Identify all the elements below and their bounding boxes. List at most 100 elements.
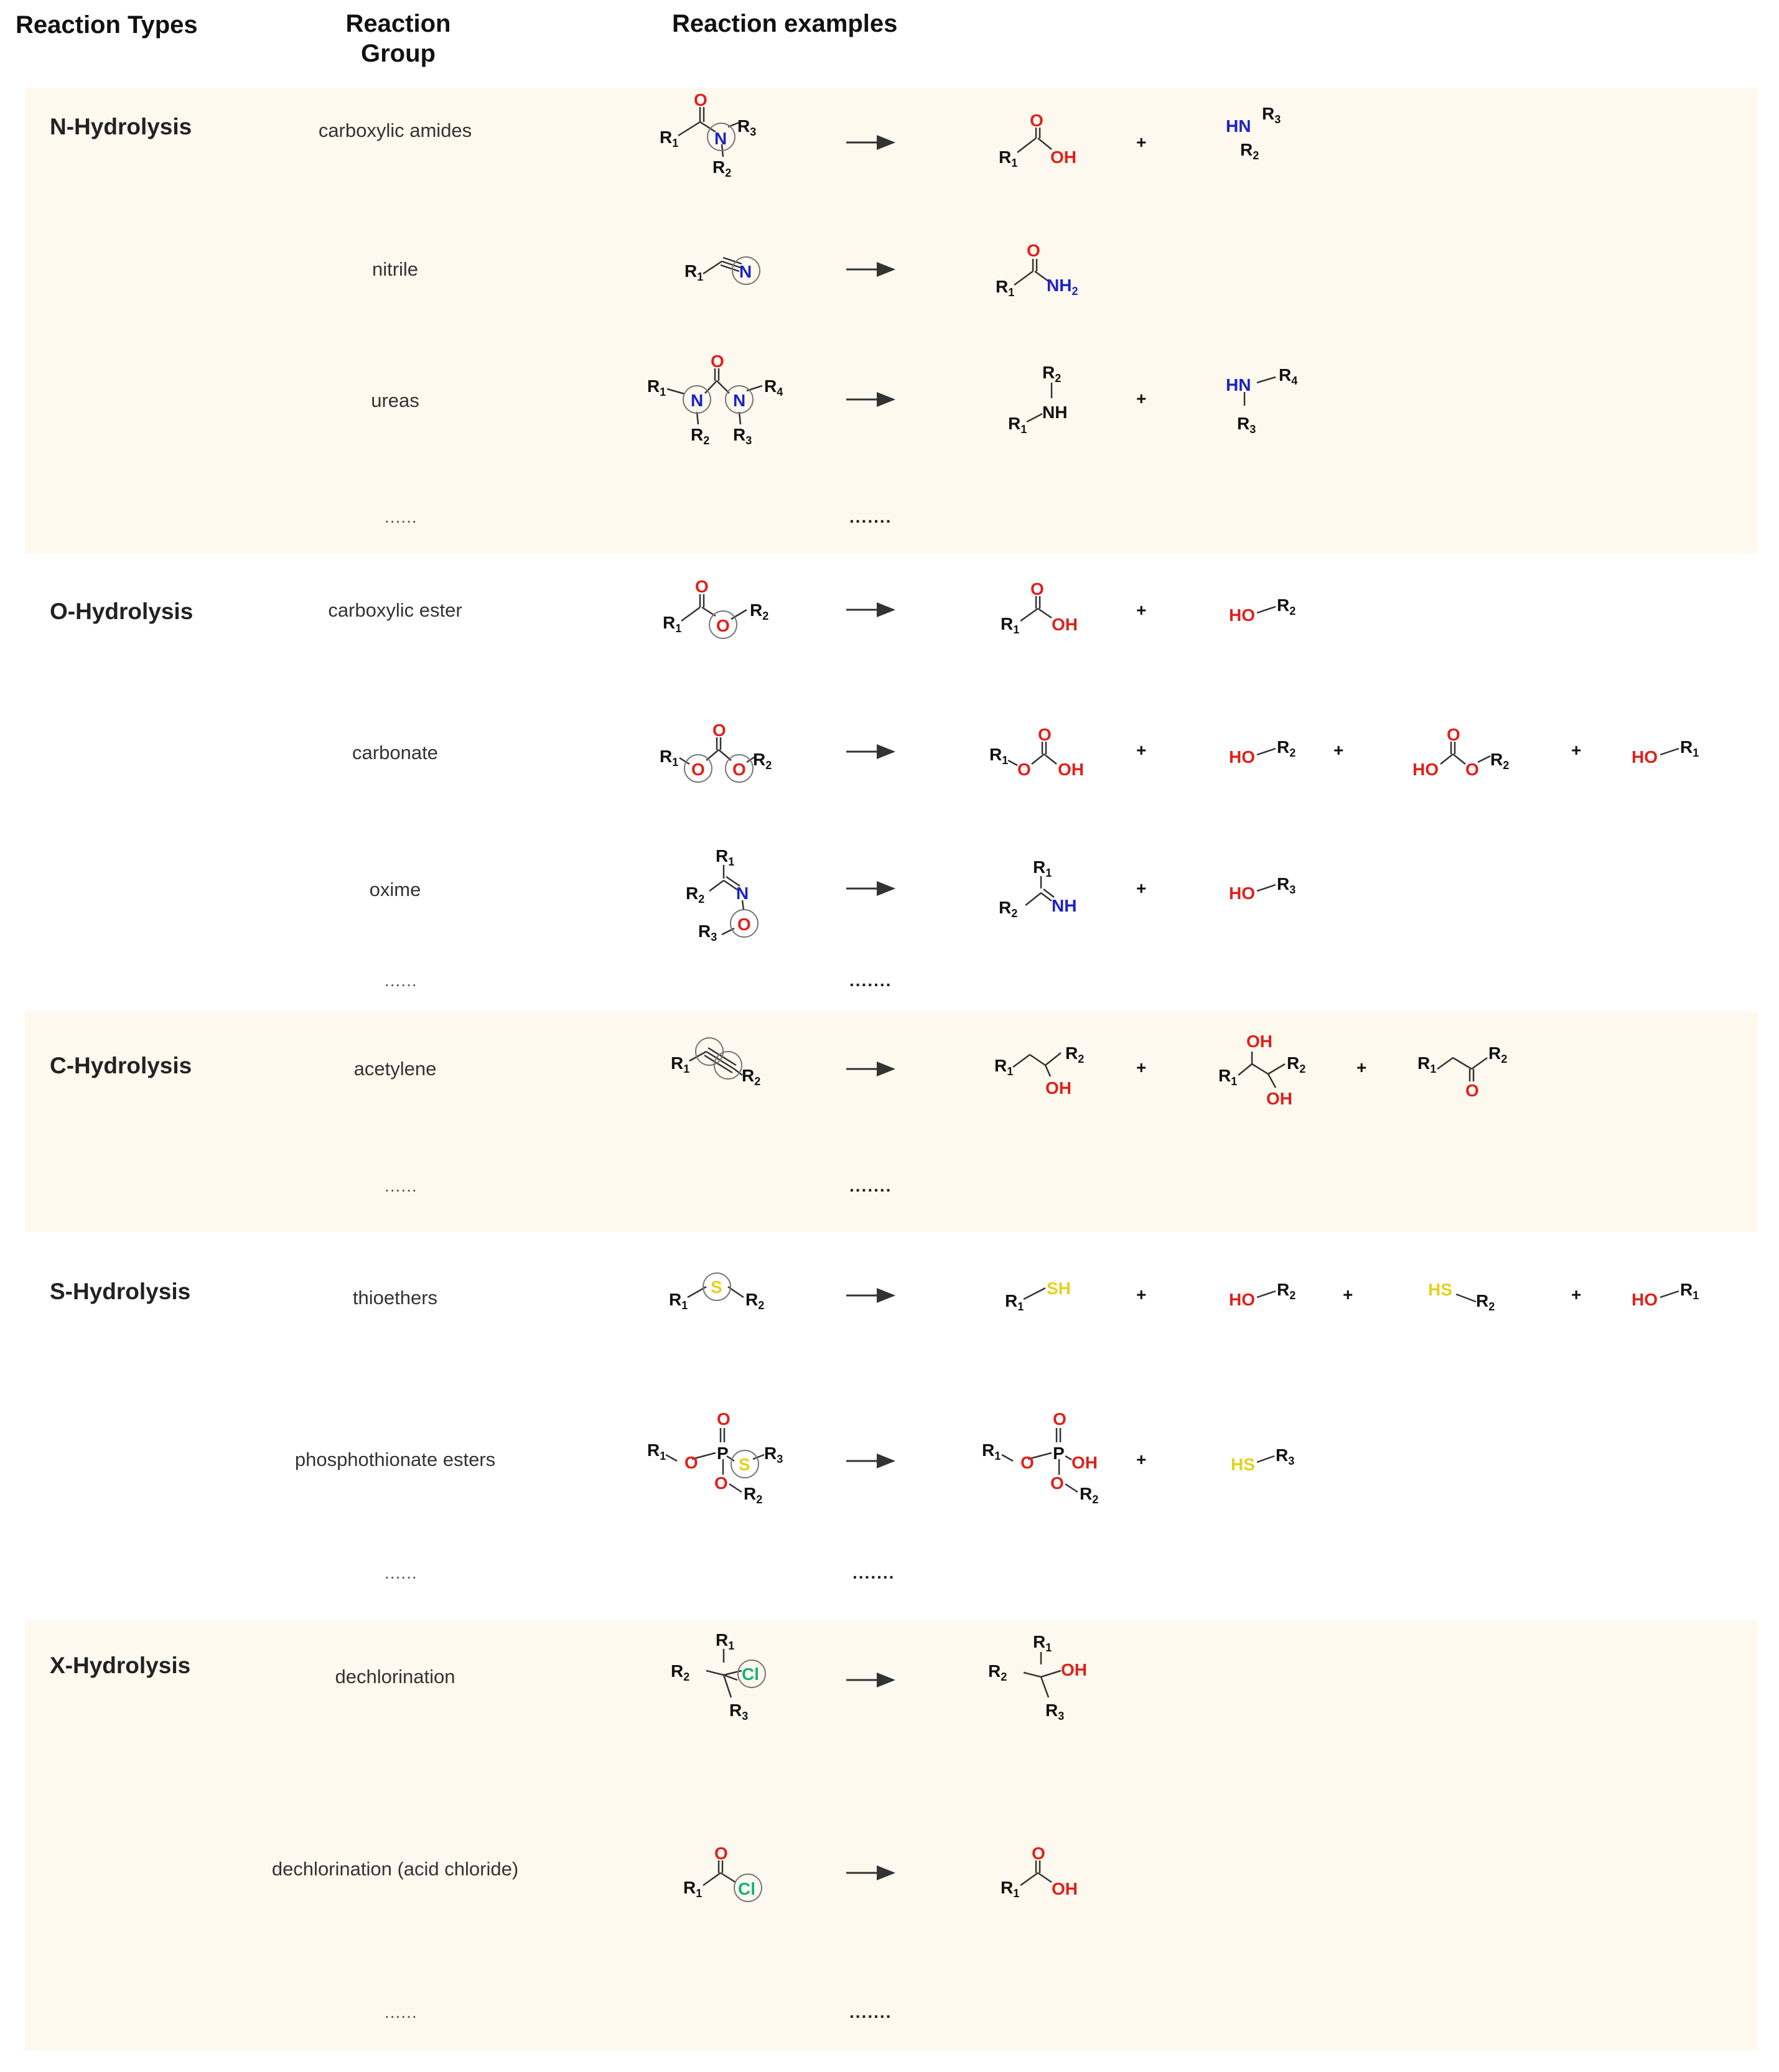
header-reaction-types: Reaction Types — [16, 11, 198, 39]
svg-text:R2: R2 — [1277, 1280, 1296, 1302]
rxn-carbonate-reactant: R1 O O O R2 — [660, 721, 772, 783]
svg-text:S: S — [711, 1277, 722, 1297]
svg-text:R3: R3 — [1237, 414, 1256, 436]
svg-text:R1: R1 — [1001, 1878, 1019, 1900]
rxn-phosphothionate-reactant: R1 O O P S R3 O R2 — [647, 1409, 783, 1506]
svg-text:R1: R1 — [660, 747, 678, 768]
svg-text:R1: R1 — [647, 1440, 666, 1462]
svg-text:N: N — [739, 262, 752, 281]
header-reaction-group-line1: Reaction — [345, 10, 451, 37]
svg-text:O: O — [711, 352, 724, 371]
svg-text:R2: R2 — [671, 1661, 689, 1683]
c-hydrolysis-band — [25, 1011, 1758, 1232]
svg-text:NH: NH — [1042, 403, 1067, 422]
svg-text:O: O — [1030, 111, 1044, 130]
svg-text:R2: R2 — [1488, 1043, 1507, 1065]
svg-text:R4: R4 — [1279, 365, 1297, 387]
svg-text:R2: R2 — [686, 884, 704, 905]
svg-text:N: N — [714, 129, 727, 148]
svg-text:O: O — [684, 1453, 698, 1472]
group-ureas: ureas — [371, 390, 419, 411]
plus-sign: + — [1136, 740, 1146, 760]
rxn-oxime-product-alcohol: HO R3 — [1229, 874, 1296, 903]
rxn-acetylene-product-alcohol: R1 R2 OH — [994, 1043, 1084, 1098]
rxn-urea-product-amine-1: R2 NH R1 — [1008, 363, 1067, 436]
svg-text:R2: R2 — [712, 157, 731, 179]
svg-text:O: O — [737, 915, 751, 934]
example-ellipsis-s: ....... — [852, 1563, 895, 1582]
svg-text:R3: R3 — [1276, 1445, 1294, 1467]
svg-text:R2: R2 — [1277, 595, 1296, 617]
svg-text:R2: R2 — [1042, 363, 1061, 385]
svg-text:R2: R2 — [750, 600, 768, 622]
svg-text:O: O — [1027, 241, 1040, 260]
svg-text:HO: HO — [1229, 747, 1255, 767]
svg-text:N: N — [733, 391, 745, 410]
svg-text:R2: R2 — [1476, 1291, 1495, 1313]
svg-text:Cl: Cl — [738, 1879, 755, 1898]
group-ellipsis-o: ...... — [385, 971, 418, 990]
plus-sign: + — [1136, 389, 1146, 408]
svg-text:R3: R3 — [1262, 104, 1281, 126]
svg-text:R3: R3 — [764, 1444, 783, 1465]
rxn-carbonate-product-alcohol-2: HO R2 — [1229, 737, 1296, 767]
svg-text:HO: HO — [1229, 1290, 1255, 1309]
svg-text:O: O — [1038, 725, 1052, 744]
svg-text:R3: R3 — [729, 1701, 748, 1722]
svg-text:HN: HN — [1226, 116, 1251, 136]
svg-text:R1: R1 — [1008, 414, 1027, 436]
rxn-thioether-product-thiol-2: HS R2 — [1428, 1280, 1495, 1313]
plus-sign: + — [1343, 1285, 1353, 1304]
rxn-acid-chloride-product-acid: R1 O OH — [1001, 1844, 1078, 1900]
svg-text:OH: OH — [1061, 1660, 1087, 1679]
svg-text:R1: R1 — [684, 261, 703, 283]
header-reaction-group: Reaction Group — [305, 9, 492, 68]
svg-text:O: O — [714, 1844, 728, 1863]
example-ellipsis-c: ....... — [849, 1176, 892, 1195]
rxn-acid-chloride-reactant: R1 O Cl — [683, 1844, 762, 1902]
svg-text:OH: OH — [1052, 615, 1078, 634]
svg-text:R1: R1 — [1218, 1066, 1237, 1088]
svg-text:P: P — [717, 1444, 729, 1463]
rxn-ester-reactant: R1 O O R2 — [663, 577, 768, 639]
rxn-acetylene-product-ketone: R1 R2 O — [1417, 1043, 1507, 1100]
plus-sign: + — [1136, 1285, 1146, 1304]
svg-text:O: O — [1020, 1453, 1034, 1472]
rxn-oxime-reactant: R1 R2 N O R3 — [686, 846, 759, 943]
svg-text:OH: OH — [1045, 1078, 1072, 1098]
svg-text:R1: R1 — [999, 147, 1017, 169]
svg-text:OH: OH — [1072, 1453, 1098, 1472]
svg-text:R1: R1 — [647, 376, 666, 398]
svg-text:O: O — [717, 1409, 731, 1429]
svg-text:HO: HO — [1412, 760, 1439, 779]
example-ellipsis-x: ....... — [849, 2002, 892, 2022]
svg-text:R1: R1 — [716, 1630, 734, 1652]
svg-text:R2: R2 — [1490, 750, 1509, 772]
group-dechlorination-acid-chloride: dechlorination (acid chloride) — [271, 1858, 519, 1880]
rxn-thioether-product-alcohol-1: HO R1 — [1632, 1280, 1699, 1309]
example-ellipsis-o: ....... — [849, 971, 892, 990]
svg-text:R3: R3 — [1277, 874, 1296, 896]
svg-text:R3: R3 — [737, 116, 756, 138]
svg-text:O: O — [712, 721, 726, 740]
rxn-carbonate-product-alcohol-1: HO R1 — [1632, 737, 1699, 767]
rxn-ester-product-alcohol: HO R2 — [1229, 595, 1296, 625]
svg-text:N: N — [736, 884, 749, 903]
group-thioethers: thioethers — [352, 1287, 438, 1309]
rxn-acetylene-product-diol: R1 OH R2 OH — [1218, 1032, 1305, 1108]
plus-sign: + — [1136, 600, 1146, 620]
svg-text:N: N — [691, 391, 703, 410]
plus-sign: + — [1136, 1450, 1146, 1469]
svg-text:HN: HN — [1226, 375, 1251, 394]
group-carboxylic-amides: carboxylic amides — [318, 119, 472, 141]
svg-text:R2: R2 — [1240, 140, 1259, 162]
rxn-thioether-product-alcohol-2: HO R2 — [1229, 1280, 1296, 1309]
reaction-type-x-hydrolysis: X-Hydrolysis — [50, 1653, 191, 1678]
svg-text:R1: R1 — [660, 128, 678, 149]
svg-text:R1: R1 — [663, 613, 681, 635]
svg-text:R2: R2 — [1277, 737, 1296, 759]
svg-text:R2: R2 — [1287, 1053, 1305, 1075]
rxn-nitrile-product-amide: R1 O NH2 — [996, 241, 1078, 299]
header-reaction-examples: Reaction examples — [672, 10, 898, 37]
svg-text:OH: OH — [1052, 1879, 1078, 1898]
